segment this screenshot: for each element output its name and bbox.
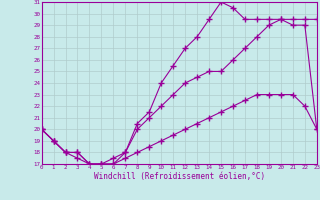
X-axis label: Windchill (Refroidissement éolien,°C): Windchill (Refroidissement éolien,°C) [94, 172, 265, 181]
